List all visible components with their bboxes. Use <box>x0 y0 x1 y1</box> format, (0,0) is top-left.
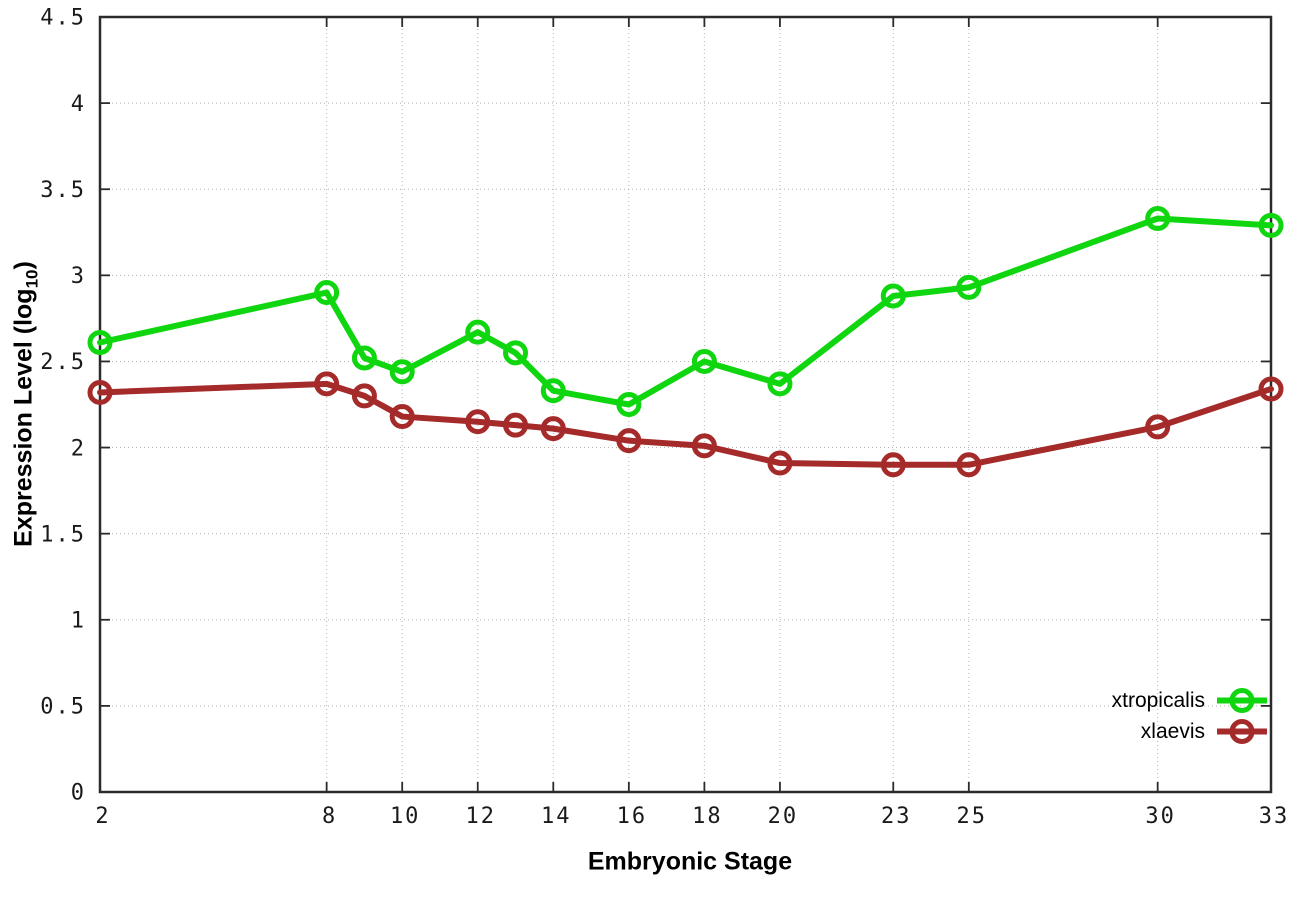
legend: xtropicalis xlaevis <box>1112 685 1267 747</box>
svg-text:0: 0 <box>71 781 86 806</box>
y-axis-title-suffix: ) <box>9 261 38 270</box>
svg-text:2: 2 <box>95 804 110 829</box>
line-point-marker-icon <box>1217 719 1267 744</box>
legend-item: xtropicalis <box>1112 685 1267 716</box>
svg-text:4.5: 4.5 <box>40 6 86 31</box>
svg-text:10: 10 <box>390 804 421 829</box>
svg-text:23: 23 <box>881 804 912 829</box>
svg-text:16: 16 <box>617 804 648 829</box>
svg-text:1.5: 1.5 <box>40 522 86 547</box>
y-axis-title: Expression Level (log10) <box>10 261 43 547</box>
svg-text:3: 3 <box>71 264 86 289</box>
svg-text:20: 20 <box>768 804 799 829</box>
svg-text:3.5: 3.5 <box>40 178 86 203</box>
svg-text:2.5: 2.5 <box>40 350 86 375</box>
svg-text:8: 8 <box>322 804 337 829</box>
line-point-marker-icon <box>1217 688 1267 713</box>
svg-text:33: 33 <box>1259 804 1290 829</box>
svg-text:25: 25 <box>957 804 988 829</box>
svg-text:14: 14 <box>541 804 572 829</box>
svg-text:4: 4 <box>71 92 86 117</box>
svg-text:1: 1 <box>71 608 86 633</box>
legend-item: xlaevis <box>1141 716 1267 747</box>
svg-text:30: 30 <box>1145 804 1176 829</box>
legend-label: xlaevis <box>1140 719 1205 743</box>
svg-text:12: 12 <box>465 804 496 829</box>
y-axis-title-prefix: Expression Level (log <box>9 288 38 547</box>
svg-text:2: 2 <box>71 436 86 461</box>
y-axis-title-subscript: 10 <box>22 269 42 289</box>
x-axis-title: Embryonic Stage <box>587 847 793 876</box>
svg-text:18: 18 <box>692 804 723 829</box>
svg-text:0.5: 0.5 <box>40 695 86 720</box>
legend-label: xtropicalis <box>1111 688 1205 712</box>
